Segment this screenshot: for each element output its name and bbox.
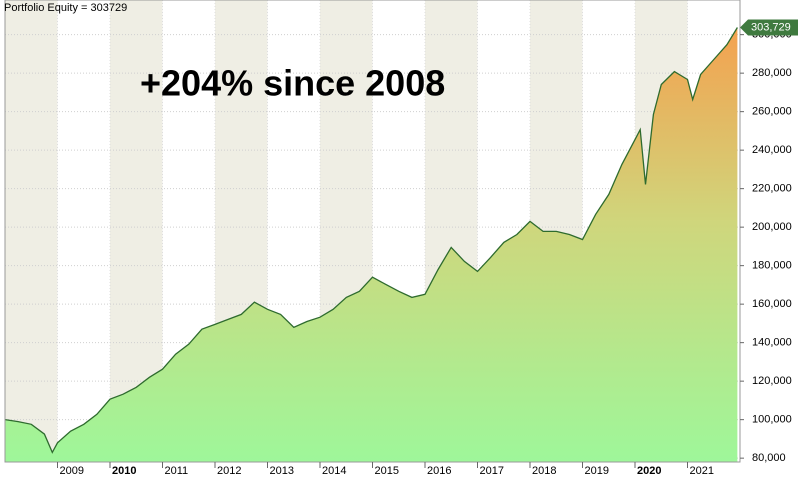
y-tick-label: 140,000 xyxy=(752,337,792,349)
equity-line xyxy=(4,27,738,454)
equity-area xyxy=(5,27,738,462)
y-tick-label: 100,000 xyxy=(752,414,792,426)
x-tick-label: 2010 xyxy=(112,465,136,477)
x-tick-label: 2012 xyxy=(217,465,241,477)
annotation: +204% since 2008 xyxy=(140,63,445,104)
x-tick-label: 2021 xyxy=(690,465,714,477)
y-tick-label: 200,000 xyxy=(752,221,792,233)
y-tick-label: 240,000 xyxy=(752,144,792,156)
x-tick-label: 2014 xyxy=(322,465,346,477)
y-tick-label: 180,000 xyxy=(752,260,792,272)
x-tick-label: 2013 xyxy=(270,465,294,477)
x-tick-label: 2019 xyxy=(585,465,609,477)
x-tick-label: 2018 xyxy=(532,465,556,477)
y-tick-label: 220,000 xyxy=(752,183,792,195)
x-tick-label: 2009 xyxy=(60,465,84,477)
y-tick-label: 260,000 xyxy=(752,106,792,118)
x-tick-label: 2017 xyxy=(480,465,504,477)
x-tick-label: 2016 xyxy=(427,465,451,477)
x-tick-label: 2011 xyxy=(165,465,189,477)
year-band xyxy=(5,0,58,462)
year-band xyxy=(57,0,110,462)
x-tick-label: 2020 xyxy=(637,465,661,477)
y-tick-label: 120,000 xyxy=(752,375,792,387)
chart-title: Portfolio Equity = 303729 xyxy=(4,2,127,14)
last-value-label: 303,729 xyxy=(751,21,791,33)
y-tick-label: 80,000 xyxy=(752,452,786,464)
y-tick-label: 280,000 xyxy=(752,67,792,79)
x-tick-label: 2015 xyxy=(375,465,399,477)
y-tick-label: 160,000 xyxy=(752,298,792,310)
last-value-marker xyxy=(740,19,798,36)
